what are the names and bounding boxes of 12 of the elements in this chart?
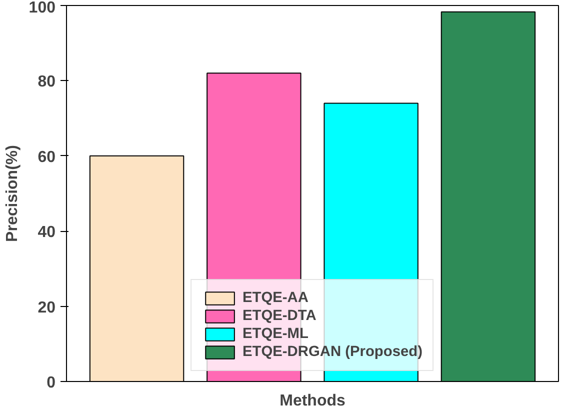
legend-label: ETQE-AA <box>242 290 308 306</box>
y-tick-label: 40 <box>38 224 56 242</box>
y-tick-label: 100 <box>28 0 56 16</box>
y-tick-label: 80 <box>38 74 56 91</box>
legend-label: ETQE-DRGAN (Proposed) <box>242 344 422 360</box>
y-tick-label: 0 <box>46 374 56 392</box>
y-tick-label: 60 <box>38 148 56 166</box>
legend-label: ETQE-DTA <box>242 308 316 324</box>
legend-label: ETQE-ML <box>242 326 308 342</box>
y-tick-label: 20 <box>38 299 56 316</box>
x-axis-title: Methods <box>280 392 346 410</box>
y-axis-title: Precision(%) <box>4 145 21 242</box>
